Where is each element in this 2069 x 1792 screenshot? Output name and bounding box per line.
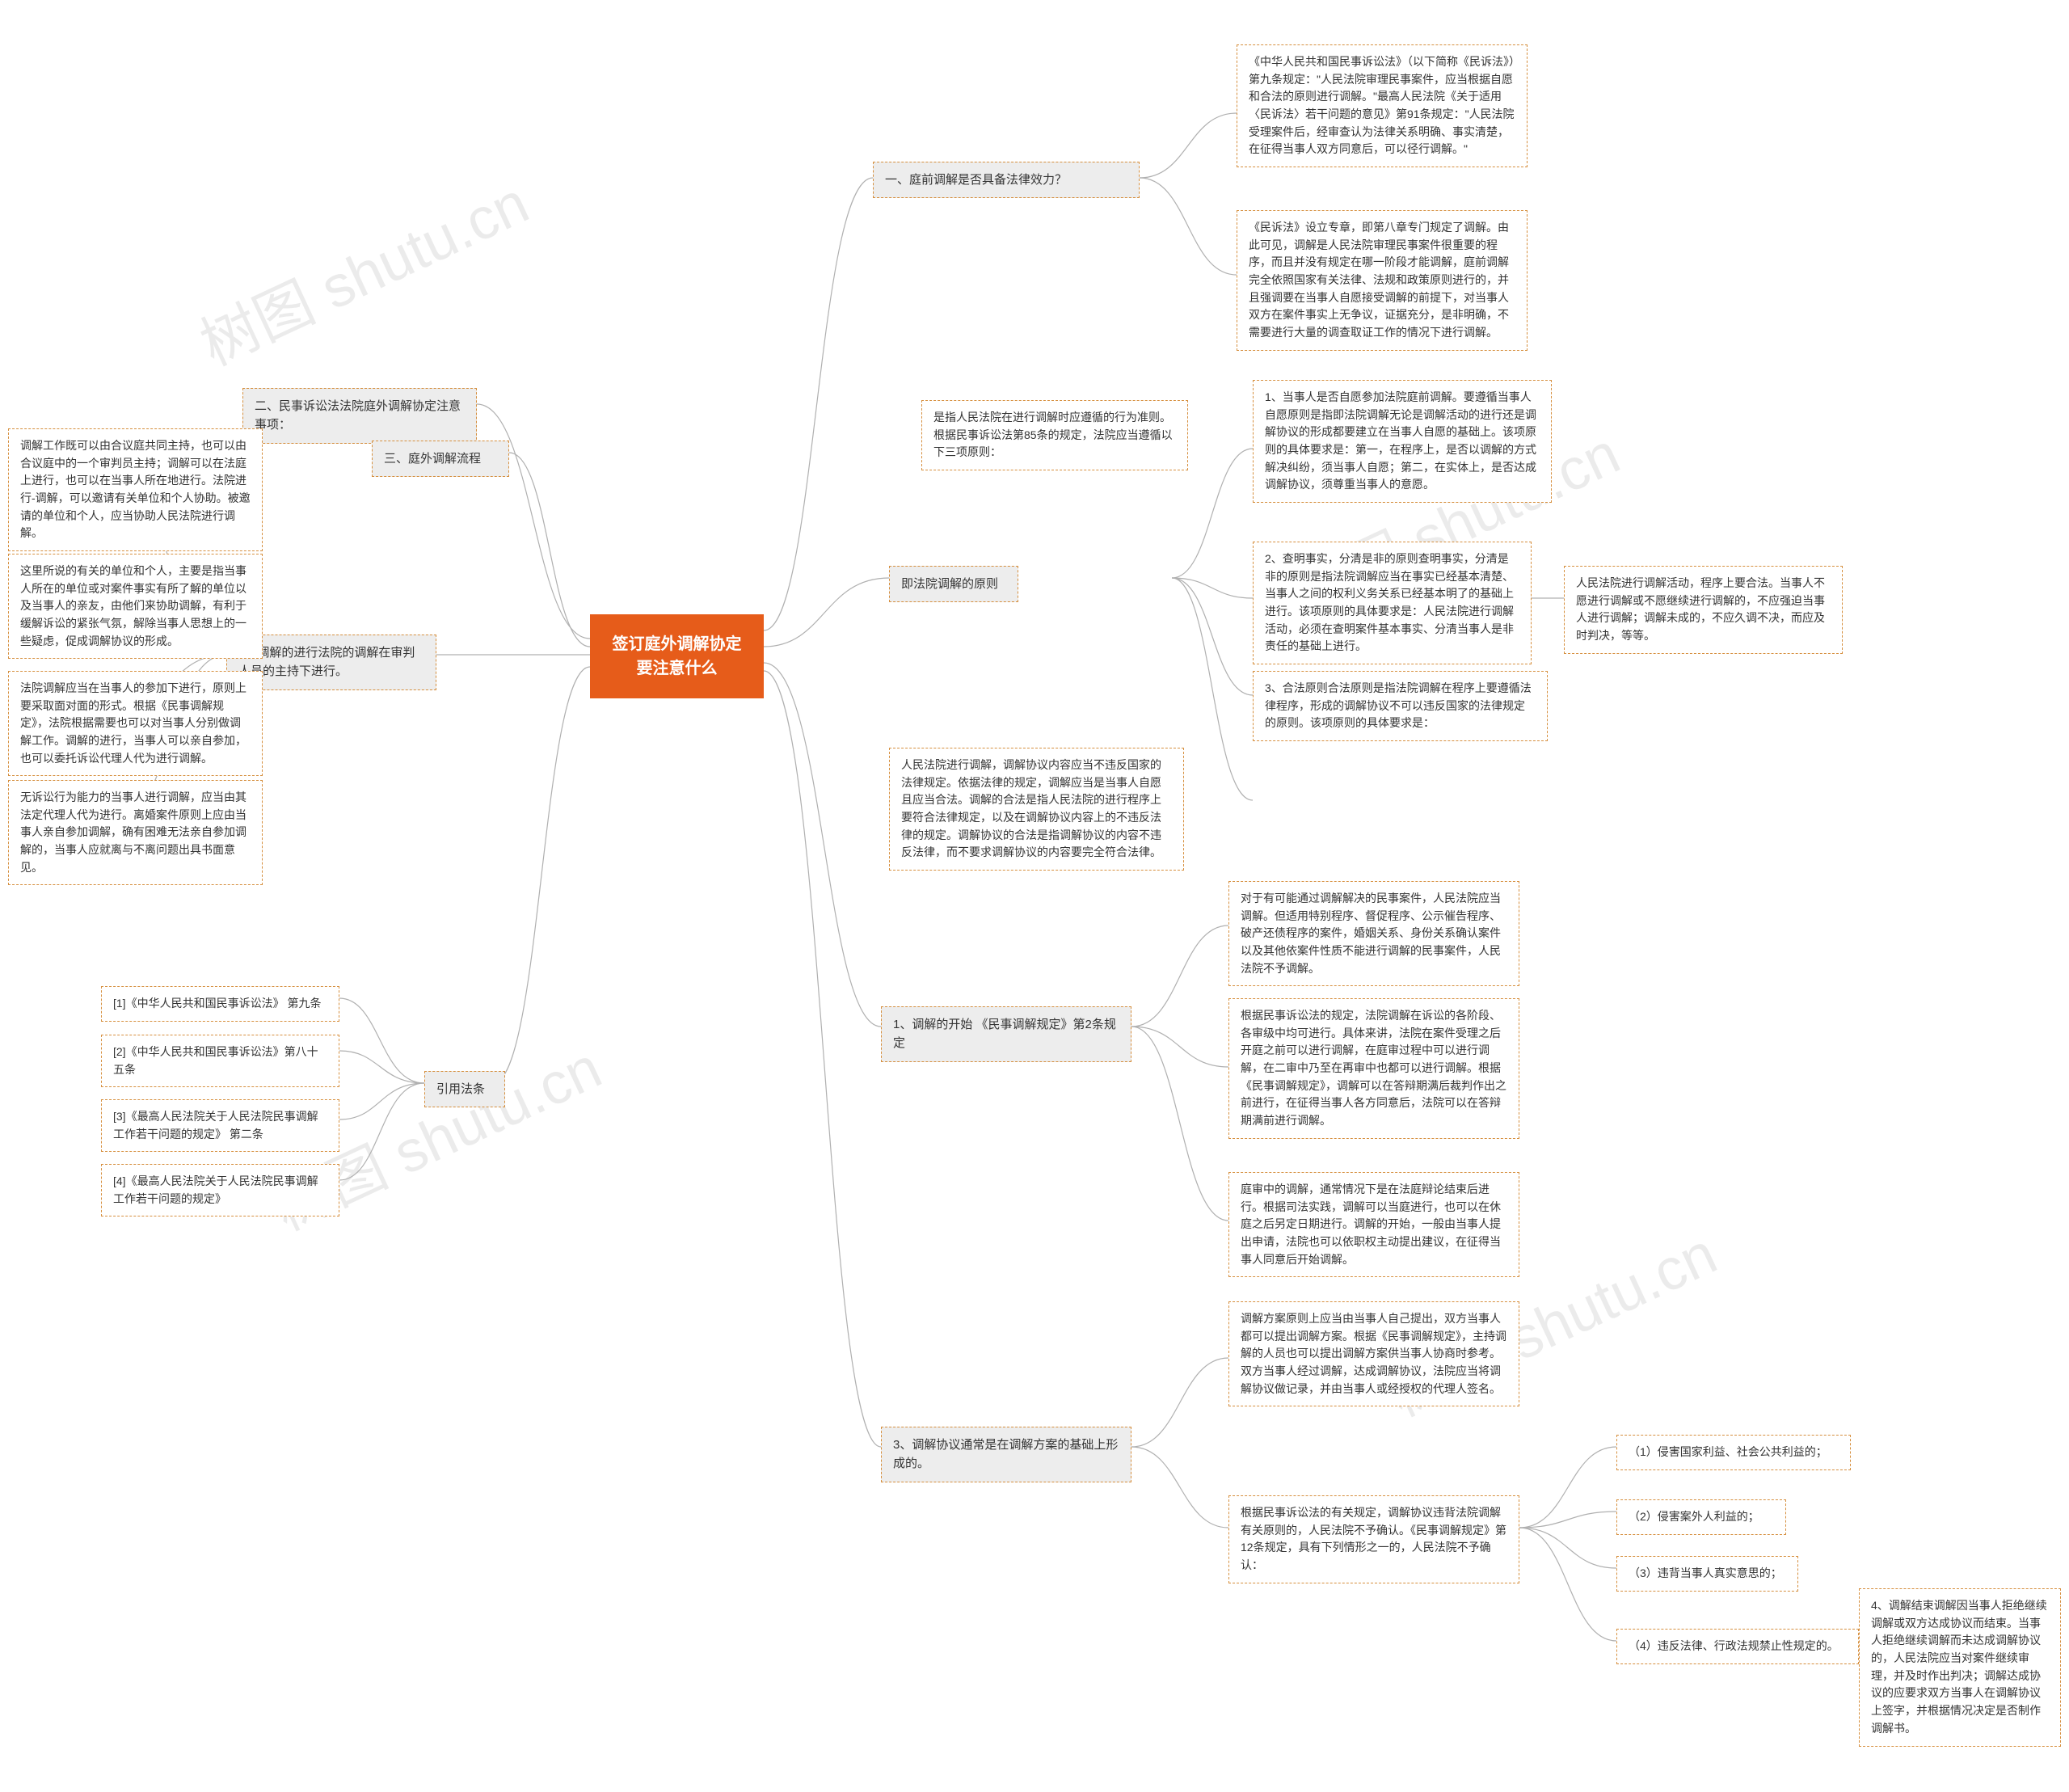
b2-item-1: 1、当事人是否自愿参加法院庭前调解。要遵循当事人自愿原则是指即法院调解无论是调解… (1253, 380, 1552, 503)
b3-leaf-0: 对于有可能通过调解解决的民事案件，人民法院应当调解。但适用特别程序、督促程序、公… (1228, 881, 1519, 986)
root-node: 签订庭外调解协定要注意什么 (590, 614, 764, 698)
l3-leaf-1: 这里所说的有关的单位和个人，主要是指当事人所在的单位或对案件事实有所了解的单位以… (8, 554, 263, 659)
b4-check-intro: 根据民事诉讼法的有关规定，调解协议违背法院调解有关原则的，人民法院不予确认。《民… (1228, 1495, 1519, 1583)
b1-leaf-1: 《民诉法》设立专章，即第八章专门规定了调解。由此可见，调解是人民法院审理民事案件… (1237, 210, 1528, 351)
b4-top: 调解方案原则上应当由当事人自己提出，双方当事人都可以提出调解方案。根据《民事调解… (1228, 1301, 1519, 1406)
l4-leaf-2: [3]《最高人民法院关于人民法院民事调解工作若干问题的规定》 第二条 (101, 1099, 339, 1152)
b3-leaf-1: 根据民事诉讼法的规定，法院调解在诉讼的各阶段、各审级中均可进行。具体来讲，法院在… (1228, 998, 1519, 1139)
branch-b2-title: 即法院调解的原则 (889, 566, 1018, 602)
watermark: 树图 shutu.cn (184, 156, 540, 382)
b2-item-2-right: 人民法院进行调解活动，程序上要合法。当事人不愿进行调解或不愿继续进行调解的，不应… (1564, 566, 1843, 654)
b2-tail: 人民法院进行调解，调解协议内容应当不违反国家的法律规定。依据法律的规定，调解应当… (889, 748, 1184, 871)
l4-leaf-3: [4]《最高人民法院关于人民法院民事调解工作若干问题的规定》 (101, 1164, 339, 1216)
b1-leaf-0: 《中华人民共和国民事诉讼法》（以下简称《民诉法》）第九条规定："人民法院审理民事… (1237, 44, 1528, 167)
branch-l1-title: 二、民事诉讼法法院庭外调解协定注意事项： (242, 388, 477, 444)
l4-leaf-0: [1]《中华人民共和国民事诉讼法》 第九条 (101, 986, 339, 1022)
b4-check-3: （4）违反法律、行政法规禁止性规定的。 (1616, 1629, 1859, 1664)
b4-check-tail: 4、调解结束调解因当事人拒绝继续调解或双方达成协议而结束。当事人拒绝继续调解而未… (1859, 1588, 2061, 1747)
branch-b3-title: 1、调解的开始 《民事调解规定》第2条规定 (881, 1006, 1131, 1062)
b4-check-0: （1）侵害国家利益、社会公共利益的； (1616, 1435, 1851, 1470)
l3-leaf-2: 法院调解应当在当事人的参加下进行，原则上要采取面对面的形式。根据《民事调解规定》… (8, 671, 263, 776)
l3-leaf-0: 调解工作既可以由合议庭共同主持，也可以由合议庭中的一个审判员主持；调解可以在法庭… (8, 428, 263, 551)
b2-intro: 是指人民法院在进行调解时应遵循的行为准则。根据民事诉讼法第85条的规定，法院应当… (921, 400, 1188, 470)
b2-item-2: 2、查明事实，分清是非的原则查明事实，分清是非的原则是指法院调解应当在事实已经基… (1253, 542, 1532, 664)
b2-item-3: 3、合法原则合法原则是指法院调解在程序上要遵循法律程序，形成的调解协议不可以违反… (1253, 671, 1548, 741)
l4-leaf-1: [2]《中华人民共和国民事诉讼法》第八十五条 (101, 1035, 339, 1087)
b4-check-1: （2）侵害案外人利益的； (1616, 1499, 1786, 1535)
b3-leaf-2: 庭审中的调解，通常情况下是在法庭辩论结束后进行。根据司法实践，调解可以当庭进行，… (1228, 1172, 1519, 1277)
branch-l4-title: 引用法条 (424, 1071, 505, 1107)
branch-b4-title: 3、调解协议通常是在调解方案的基础上形成的。 (881, 1427, 1131, 1482)
l3-leaf-3: 无诉讼行为能力的当事人进行调解，应当由其法定代理人代为进行。离婚案件原则上应由当… (8, 780, 263, 885)
branch-b1-title: 一、庭前调解是否具备法律效力？ (873, 162, 1140, 198)
b4-check-2: （3）违背当事人真实意思的； (1616, 1556, 1798, 1592)
branch-l2-title: 三、庭外调解流程 (372, 441, 509, 477)
